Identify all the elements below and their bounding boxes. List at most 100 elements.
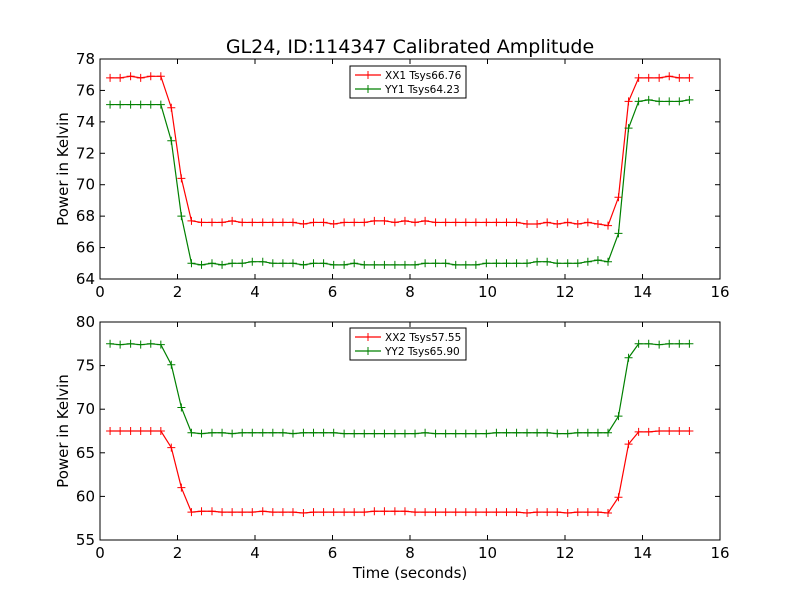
data-point — [471, 429, 480, 438]
data-point — [512, 259, 521, 268]
legend-marker — [364, 347, 372, 355]
data-point — [309, 218, 318, 227]
data-point — [411, 429, 420, 438]
data-point — [523, 220, 532, 228]
data-point — [340, 429, 349, 438]
data-point — [156, 427, 165, 435]
data-point — [106, 427, 115, 435]
data-point — [258, 257, 267, 266]
data-point — [288, 429, 297, 438]
y-tick-label: 75 — [76, 357, 95, 375]
data-point — [309, 259, 318, 268]
data-point — [177, 403, 186, 412]
data-point — [360, 218, 369, 227]
data-point — [309, 428, 318, 437]
data-point — [299, 508, 308, 517]
data-point — [329, 220, 338, 228]
data-point — [431, 429, 440, 438]
data-point — [492, 428, 501, 437]
data-point — [360, 429, 369, 438]
data-point — [441, 218, 450, 227]
data-point — [248, 508, 257, 517]
x-tick-label: 12 — [555, 544, 574, 562]
data-point — [644, 73, 653, 82]
data-point — [502, 259, 511, 268]
series-line — [110, 75, 690, 227]
x-tick-label: 4 — [250, 544, 260, 562]
data-point — [665, 97, 674, 106]
data-point — [593, 256, 602, 265]
data-point — [482, 218, 491, 227]
data-point — [634, 427, 643, 436]
data-point — [461, 260, 470, 269]
series-2 — [106, 95, 694, 269]
data-point — [278, 508, 287, 517]
data-point — [573, 259, 582, 268]
x-tick-label: 8 — [405, 544, 415, 562]
data-point — [543, 508, 552, 517]
x-tick-label: 10 — [478, 544, 497, 562]
data-point — [593, 508, 602, 517]
data-point — [431, 259, 440, 268]
data-point — [655, 427, 664, 435]
data-point — [461, 218, 470, 227]
data-point — [380, 429, 389, 438]
data-point — [126, 72, 135, 81]
x-tick-label: 6 — [328, 544, 338, 562]
series-1 — [106, 72, 694, 230]
data-point — [238, 428, 247, 437]
data-point — [390, 218, 399, 227]
data-point — [268, 259, 277, 268]
data-point — [512, 508, 521, 517]
y-tick-label: 65 — [76, 444, 95, 462]
data-point — [644, 339, 653, 348]
data-point — [583, 508, 592, 517]
data-point — [319, 218, 328, 227]
data-point — [624, 353, 633, 362]
x-tick-label: 4 — [250, 283, 260, 301]
x-tick-label: 2 — [173, 544, 183, 562]
data-point — [614, 229, 623, 238]
data-point — [533, 508, 542, 517]
data-point — [268, 428, 277, 437]
legend-marker — [364, 333, 372, 341]
legend-label: XX1 Tsys66.76 — [385, 70, 462, 82]
data-point — [441, 259, 450, 268]
data-point — [106, 100, 115, 109]
data-point — [624, 97, 633, 106]
data-point — [471, 508, 480, 517]
data-point — [675, 97, 684, 106]
data-point — [553, 259, 562, 268]
data-point — [533, 257, 542, 266]
data-point — [177, 483, 186, 492]
legend: XX1 Tsys66.76 YY1 Tsys64.23 — [349, 65, 467, 99]
data-point — [502, 428, 511, 437]
data-point — [411, 218, 420, 227]
legend-box — [349, 65, 467, 99]
data-point — [583, 428, 592, 437]
data-point — [187, 508, 196, 517]
data-point — [685, 339, 694, 348]
data-point — [644, 427, 653, 436]
data-point — [390, 429, 399, 438]
data-point — [593, 428, 602, 437]
data-point — [299, 428, 308, 437]
data-point — [238, 508, 247, 517]
data-point — [177, 174, 186, 183]
y-axis-label: Power in Kelvin — [54, 374, 72, 488]
data-point — [563, 259, 572, 268]
data-point — [390, 260, 399, 269]
data-point — [228, 429, 237, 438]
data-point — [441, 429, 450, 438]
x-tick-label: 14 — [633, 283, 652, 301]
data-point — [421, 259, 430, 268]
data-point — [309, 508, 318, 517]
data-point — [218, 218, 227, 227]
data-point — [512, 218, 521, 227]
data-point — [644, 95, 653, 104]
data-point — [431, 218, 440, 227]
data-point — [319, 259, 328, 268]
data-point — [563, 508, 572, 517]
